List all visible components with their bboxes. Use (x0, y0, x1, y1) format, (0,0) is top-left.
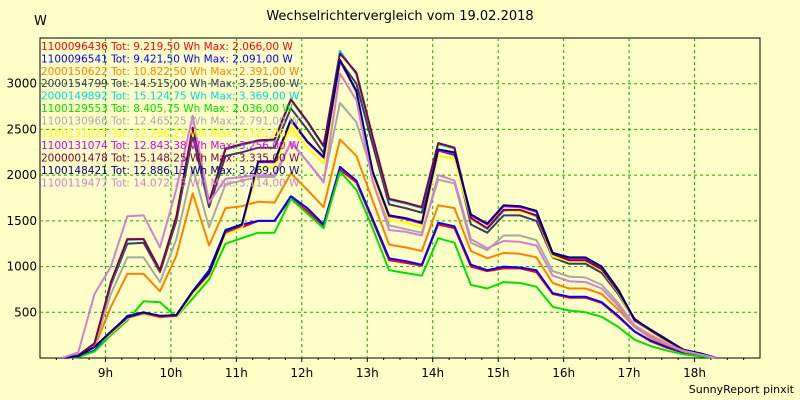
y-tick-label: 2500 (6, 122, 37, 136)
legend-entry: 1100129553 Tot: 8.405,75 Wh Max: 2.036,0… (41, 103, 293, 115)
x-tick-label: 13h (356, 366, 379, 380)
legend-entry: 1100131074 Tot: 12.843,38 Wh Max: 3.256,… (41, 140, 300, 152)
series-line-7 (61, 101, 717, 359)
legend-entry: 1100096541 Tot: 9.421,50 Wh Max: 2.091,0… (41, 53, 293, 65)
footer-credit: SunnyReport pinxit (688, 383, 794, 396)
y-tick-label: 3000 (6, 77, 37, 91)
series-line-10 (61, 52, 717, 359)
y-tick-label: 1000 (6, 260, 37, 274)
x-tick-label: 14h (421, 366, 444, 380)
y-axis-unit: W (34, 14, 47, 29)
x-tick-label: 9h (98, 366, 113, 380)
legend-entry: 2000001478 Tot: 15.148,25 Wh Max: 3.335,… (41, 153, 300, 165)
series-line-6 (61, 170, 717, 359)
legend-entry: 2000149892 Tot: 15.124,75 Wh Max: 3.369,… (41, 91, 300, 103)
x-tick-label: 10h (159, 366, 182, 380)
legend-entry: 2000150622 Tot: 10.822,50 Wh Max: 2.391,… (41, 66, 300, 78)
x-tick-label: 18h (683, 366, 706, 380)
legend-entry: 2000154799 Tot: 14.515,00 Wh Max: 3.255,… (41, 78, 300, 90)
series-line-12 (61, 72, 717, 359)
series-line-3 (61, 138, 717, 359)
x-tick-label: 12h (290, 366, 313, 380)
legend-entry: 1100148421 Tot: 12.886,13 Wh Max: 3.269,… (41, 165, 300, 177)
legend-entry: 1100119477 Tot: 14.072,75 Wh Max: 3.114,… (41, 177, 300, 189)
series-line-11 (61, 58, 717, 359)
y-tick-label: 500 (14, 305, 37, 319)
x-tick-label: 17h (618, 366, 641, 380)
y-tick-label: 1500 (6, 214, 37, 228)
legend-entry: 1100096436 Tot: 9.219,50 Wh Max: 2.066,0… (41, 41, 293, 53)
x-tick-label: 11h (225, 366, 248, 380)
chart-title: Wechselrichtervergleich vom 19.02.2018 (266, 9, 534, 24)
y-tick-label: 2000 (6, 168, 37, 182)
legend-entry: 1100130966 Tot: 12.465,25 Wh Max: 2.791,… (41, 115, 300, 127)
legend-entry: 1100131025 Tot: 12.266,25 Wh Max: 3.121,… (41, 128, 300, 140)
x-tick-label: 16h (552, 366, 575, 380)
x-tick-label: 15h (487, 366, 510, 380)
